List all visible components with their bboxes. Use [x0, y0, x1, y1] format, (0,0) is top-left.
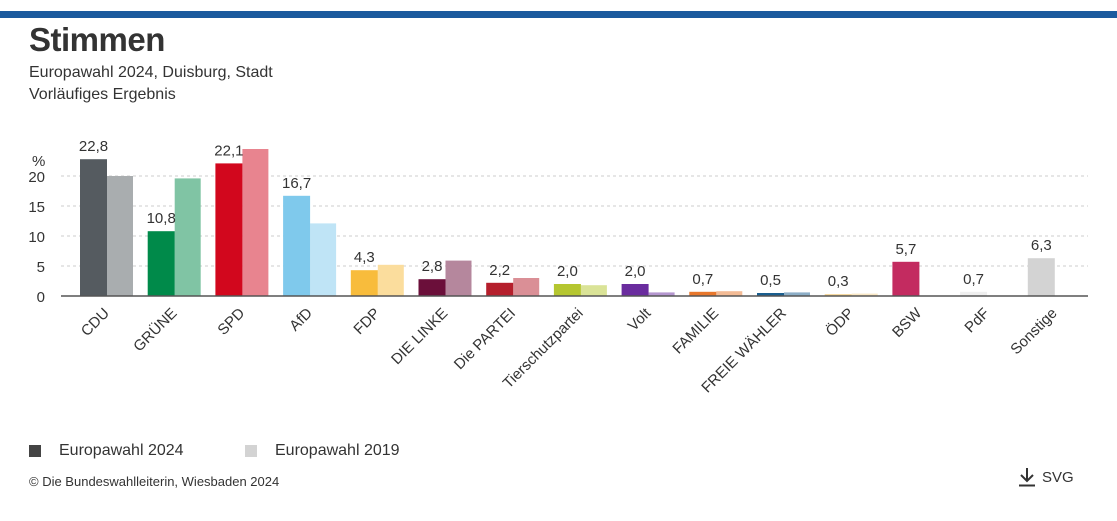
- chart-status-note: Vorläufiges Ergebnis: [29, 86, 176, 103]
- data-label-2024: 22,8: [79, 138, 108, 155]
- x-tick-label: GRÜNE: [129, 304, 180, 355]
- bar-2024: [892, 261, 920, 296]
- bar-2024: [283, 195, 311, 296]
- x-tick-label: AfD: [286, 305, 316, 335]
- y-tick-label: 15: [28, 199, 45, 216]
- y-tick-label: 5: [37, 259, 45, 276]
- legend-label-2024: Europawahl 2024: [59, 442, 184, 459]
- download-svg-button[interactable]: SVG: [1018, 466, 1074, 488]
- data-label-2024: 22,1: [214, 142, 243, 159]
- data-label-2024: 16,7: [282, 175, 311, 192]
- bar-2024: [689, 291, 717, 296]
- data-label-2024: 2,0: [557, 263, 578, 280]
- bar-2024: [80, 159, 107, 296]
- chart-title: Stimmen: [29, 21, 165, 58]
- data-label-2024: 2,0: [625, 263, 646, 280]
- x-tick-label: FAMILIE: [669, 305, 722, 358]
- x-tick-label: ÖDP: [822, 304, 858, 340]
- bar-2019: [107, 176, 133, 296]
- bar-2024: [553, 284, 581, 296]
- bar-2019: [716, 291, 743, 296]
- bar-2019: [580, 285, 607, 296]
- legend-item-2024[interactable]: Europawahl 2024: [29, 442, 184, 460]
- bar-2019: [648, 292, 675, 296]
- bar-2024: [147, 231, 175, 296]
- x-tick-label: CDU: [78, 305, 113, 340]
- x-tick-label: PdF: [961, 305, 992, 336]
- bar-2019: [377, 264, 404, 296]
- top-accent-bar: [0, 11, 1117, 18]
- x-tick-label: FDP: [350, 305, 383, 338]
- y-tick-label: 20: [28, 169, 45, 186]
- bar-2024: [350, 270, 378, 296]
- download-icon: [1019, 468, 1035, 487]
- bar-chart: 0 5 10 15 20% 22,8 CDU 10,8 GRÜNE 22,1 SPD 16,7 AfD 4…: [28, 138, 1088, 396]
- data-label-2024: 10,8: [147, 210, 176, 227]
- x-tick-label: BSW: [889, 304, 926, 341]
- data-label-2024: 0,7: [692, 271, 713, 288]
- y-tick-label: 10: [28, 229, 45, 246]
- bar-2024: [824, 294, 852, 296]
- bar-2024: [621, 284, 649, 296]
- y-axis-label: %: [32, 153, 45, 170]
- bar-2024: [215, 163, 243, 296]
- x-tick-label: Volt: [625, 304, 655, 334]
- data-label-2024: 6,3: [1031, 237, 1052, 254]
- bar-2024: [960, 291, 988, 296]
- data-label-2024: 2,8: [422, 258, 443, 275]
- copyright-note: © Die Bundeswahlleiterin, Wiesbaden 2024: [29, 474, 280, 489]
- data-label-2024: 0,5: [760, 272, 781, 289]
- bar-2019: [851, 293, 878, 296]
- bar-2024: [486, 282, 514, 296]
- y-tick-label: 0: [37, 289, 45, 306]
- legend-swatch-2024: [29, 445, 41, 457]
- data-label-2024: 5,7: [895, 241, 916, 258]
- x-tick-label: Sonstige: [1007, 305, 1060, 358]
- bar-2019: [242, 149, 269, 296]
- bar-2024: [1027, 258, 1055, 296]
- bar-2024: [757, 293, 784, 296]
- bar-2024: [418, 279, 446, 296]
- data-label-2024: 2,2: [489, 262, 510, 279]
- bar-2019: [445, 260, 472, 296]
- chart-subtitle: Europawahl 2024, Duisburg, Stadt: [29, 64, 273, 81]
- x-tick-label: DIE LINKE: [388, 305, 451, 368]
- download-svg-label: SVG: [1042, 468, 1074, 486]
- legend-swatch-2019: [245, 445, 257, 457]
- legend-label-2019: Europawahl 2019: [275, 442, 400, 459]
- bar-2019: [174, 178, 201, 296]
- legend-item-2019[interactable]: Europawahl 2019: [245, 442, 400, 460]
- bar-2019: [784, 292, 810, 296]
- bar-2019: [310, 223, 337, 296]
- bar-2019: [513, 278, 540, 296]
- data-label-2024: 4,3: [354, 249, 375, 266]
- data-label-2024: 0,3: [828, 273, 849, 290]
- x-tick-label: SPD: [214, 305, 248, 339]
- x-tick-label: Die PARTEI: [451, 305, 519, 373]
- data-label-2024: 0,7: [963, 271, 984, 288]
